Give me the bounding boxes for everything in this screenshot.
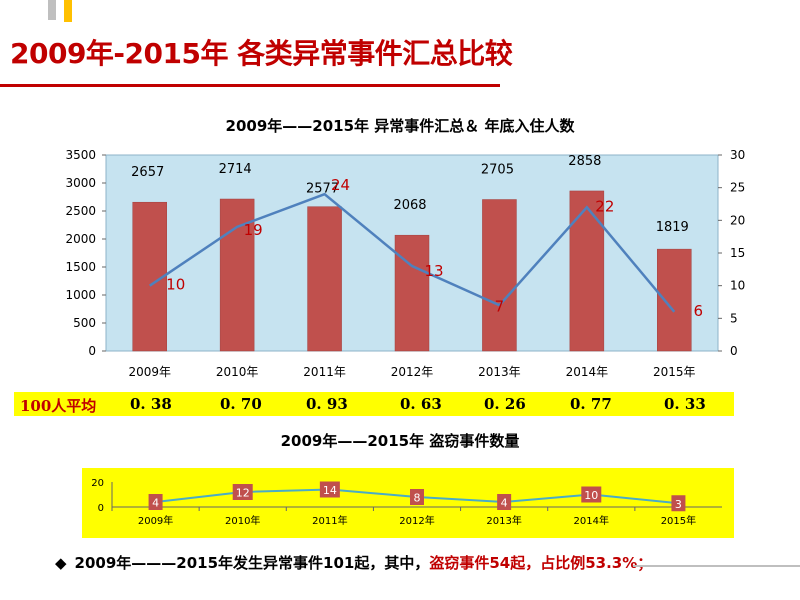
line-value-label: 7 (495, 297, 505, 315)
data-label: 3 (675, 498, 682, 511)
bar (307, 206, 342, 352)
data-label: 12 (236, 487, 250, 500)
bar (569, 190, 605, 352)
chart-background (82, 468, 734, 538)
data-marker (148, 494, 163, 510)
average-value: 0. 77 (570, 395, 612, 413)
y-tick-label: 0 (98, 503, 104, 514)
bar (482, 199, 517, 352)
y-tick-label: 20 (91, 478, 104, 489)
diamond-bullet-icon: ◆ (55, 554, 67, 572)
average-value: 0. 33 (664, 395, 706, 413)
x-tick-label: 2013年 (478, 365, 521, 379)
summary-highlight: 盗窃事件54起，占比例53.3%； (429, 554, 653, 572)
x-tick-label: 2014年 (574, 514, 609, 527)
decorative-yellow-bar (64, 0, 72, 22)
data-marker (319, 481, 340, 498)
y2-tick-label: 10 (730, 279, 745, 293)
y2-tick-label: 15 (730, 246, 745, 260)
bar-value-label: 2858 (568, 154, 601, 169)
data-label: 4 (152, 497, 159, 510)
bar-value-label: 1819 (656, 220, 689, 235)
chart-title: 2009年——2015年 异常事件汇总＆ 年底入住人数 (226, 117, 576, 135)
decorative-rule (633, 565, 800, 567)
bar-value-label: 2577 (306, 182, 339, 197)
y2-tick-label: 0 (730, 344, 738, 358)
bar-value-label: 2657 (131, 165, 164, 180)
average-value: 0. 70 (220, 395, 262, 413)
bar (394, 234, 430, 352)
summary-note: ◆ 2009年———2015年发生异常事件101起，其中，盗窃事件54起，占比例5… (55, 552, 652, 573)
y2-tick-label: 30 (730, 148, 745, 162)
y2-tick-label: 20 (730, 213, 745, 227)
y-tick-label: 3000 (65, 176, 96, 190)
y2-tick-label: 25 (730, 181, 745, 195)
average-value: 0. 26 (484, 395, 526, 413)
title-underline (0, 84, 500, 87)
theft-chart: 2009年——2015年 盗窃事件数量 0 20 2009年 2010年 2011年 201… (82, 432, 734, 538)
x-tick-label: 2012年 (391, 365, 434, 379)
average-label: 100人平均 (20, 397, 97, 415)
data-marker (671, 495, 686, 512)
average-value: 0. 38 (130, 395, 172, 413)
data-label: 4 (501, 497, 508, 510)
line-value-label: 22 (595, 197, 614, 215)
y-tick-label: 1500 (65, 260, 96, 274)
bar (657, 248, 692, 352)
x-tick-label: 2011年 (303, 365, 346, 379)
line-value-label: 10 (166, 276, 185, 294)
line-value-label: 24 (331, 176, 350, 194)
chart-title: 2009年——2015年 盗窃事件数量 (281, 432, 520, 450)
y-tick-label: 3500 (65, 148, 96, 162)
decorative-gray-bar (48, 0, 56, 20)
average-value: 0. 63 (400, 395, 442, 413)
summary-text: 2009年———2015年发生异常事件101起，其中， (74, 554, 430, 572)
average-value: 0. 93 (306, 395, 348, 413)
x-tick-label: 2014年 (566, 365, 609, 379)
x-tick-label: 2011年 (312, 514, 347, 527)
x-tick-label: 2010年 (216, 365, 259, 379)
bar-value-label: 2705 (481, 163, 514, 178)
data-marker (497, 494, 512, 510)
bar (219, 198, 255, 352)
average-per-100-row: 100人平均 0. 38 0. 70 0. 93 0. 63 0. 26 0. … (14, 392, 734, 416)
y-tick-label: 500 (73, 316, 96, 330)
x-tick-label: 2012年 (399, 514, 434, 527)
x-tick-label: 2015年 (653, 365, 696, 379)
line-value-label: 19 (244, 221, 263, 239)
series-line (149, 192, 676, 313)
line-value-label: 6 (694, 302, 704, 320)
data-marker (581, 486, 602, 503)
data-label: 10 (584, 489, 598, 502)
x-tick-label: 2013年 (486, 514, 521, 527)
y-tick-label: 2500 (65, 204, 96, 218)
data-label: 14 (323, 484, 337, 497)
x-tick-label: 2009年 (128, 365, 171, 379)
y-tick-label: 2000 (65, 232, 96, 246)
data-marker (410, 489, 424, 505)
bar-value-label: 2068 (393, 198, 426, 213)
x-tick-label: 2009年 (138, 514, 173, 527)
data-label: 8 (414, 492, 421, 505)
data-marker (232, 484, 253, 500)
main-chart: 2009年——2015年 异常事件汇总＆ 年底入住人数 0 500 1000 1500 2… (65, 117, 745, 379)
y-tick-label: 0 (88, 344, 96, 358)
x-tick-label: 2010年 (225, 514, 260, 527)
y2-tick-label: 5 (730, 311, 738, 325)
x-tick-label: 2015年 (661, 514, 696, 527)
line-value-label: 13 (424, 262, 443, 280)
bar-value-label: 2714 (219, 162, 252, 177)
y-tick-label: 1000 (65, 288, 96, 302)
slide-title: 2009年-2015年 各类异常事件汇总比较 (10, 37, 513, 70)
